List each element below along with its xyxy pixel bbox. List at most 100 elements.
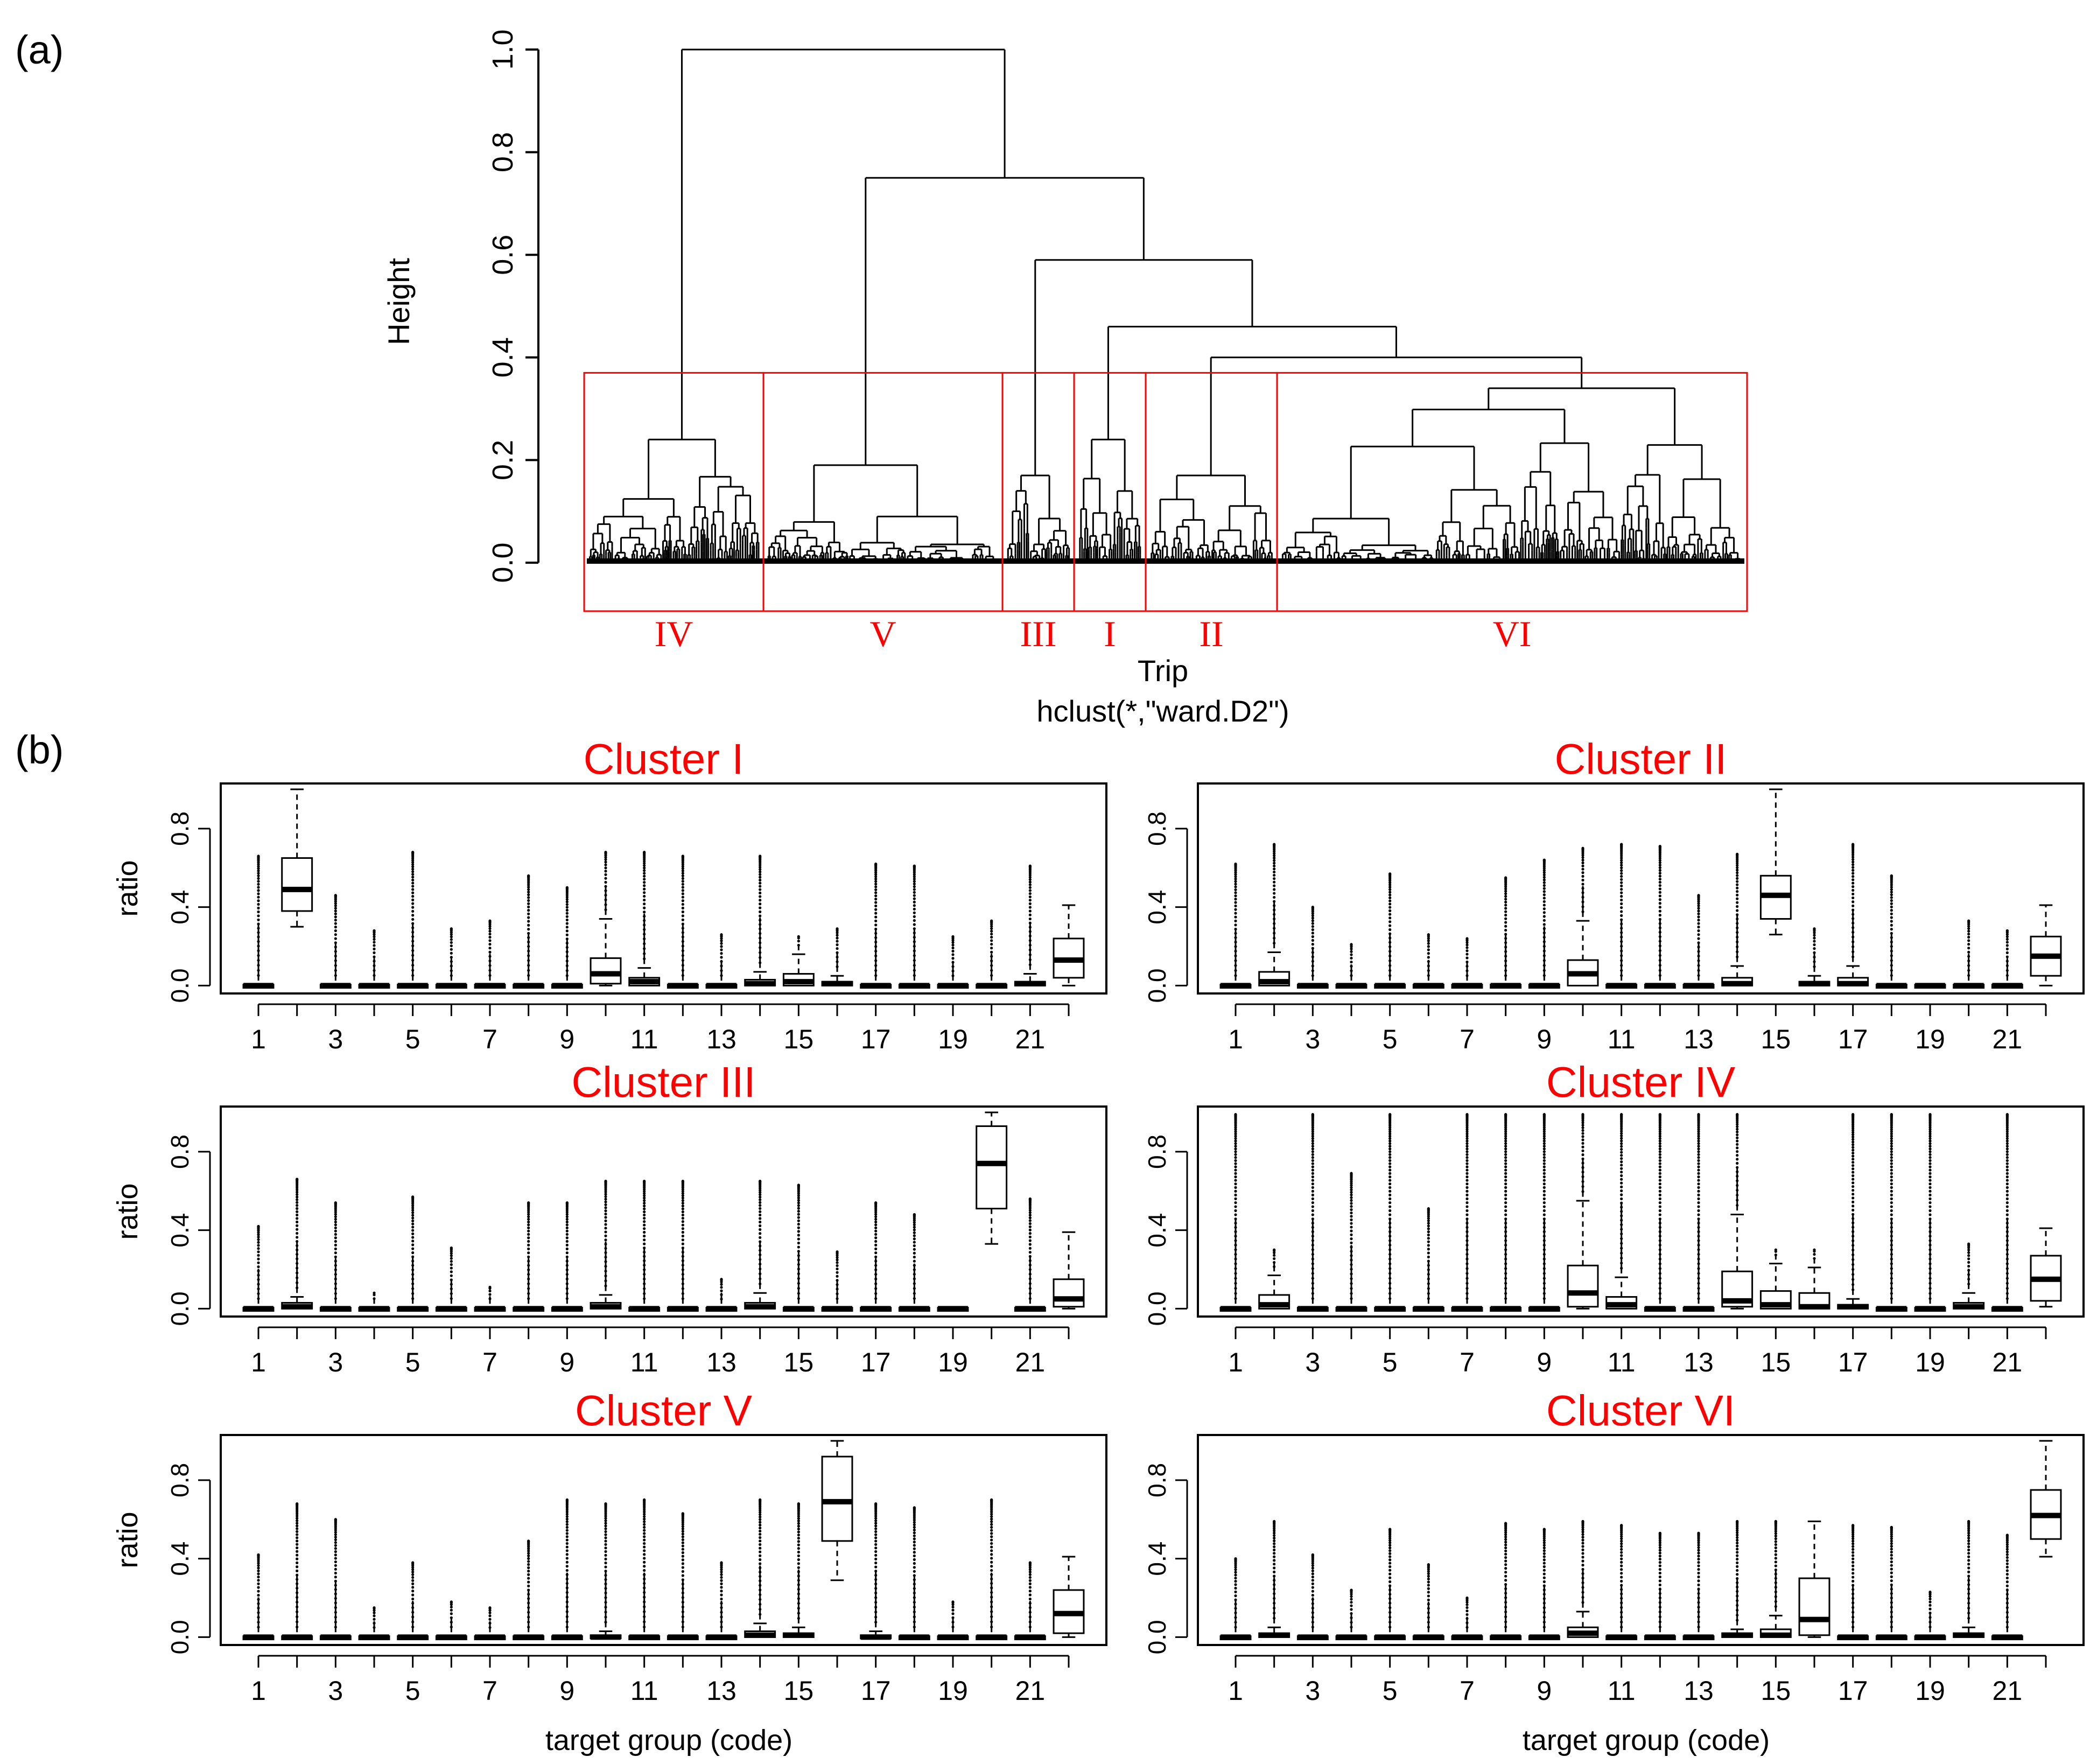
outlier-point: [334, 937, 337, 940]
outlier-point: [759, 1201, 762, 1204]
outlier-point: [527, 909, 530, 912]
outlier-point: [334, 1223, 337, 1227]
outlier-point: [1890, 902, 1893, 905]
outlier-point: [334, 922, 337, 925]
outlier-point: [1967, 1261, 1970, 1264]
outlier-point: [643, 1223, 646, 1227]
outlier-point: [257, 906, 260, 909]
outlier-point: [1311, 1168, 1314, 1172]
outlier-point: [257, 1564, 260, 1567]
outlier-point: [1504, 1130, 1507, 1133]
outlier-point: [1620, 1178, 1623, 1181]
outlier-point: [1388, 1172, 1392, 1175]
outlier-point: [1388, 1147, 1392, 1151]
outlier-point: [681, 1199, 684, 1202]
outlier-point: [2005, 1186, 2009, 1189]
outlier-point: [1658, 1153, 1661, 1156]
x-tick-label: 21: [1015, 1024, 1046, 1054]
outlier-point: [334, 907, 337, 910]
outlier-point: [1504, 1126, 1507, 1129]
outlier-point: [1504, 1159, 1507, 1162]
outlier-point: [1234, 915, 1237, 919]
outlier-point: [411, 1247, 415, 1250]
outlier-point: [1967, 1257, 1970, 1261]
outlier-point: [1388, 899, 1392, 902]
outlier-point: [681, 863, 684, 866]
outlier-point: [411, 918, 415, 921]
outlier-point: [1504, 1128, 1507, 1131]
outlier-point: [1504, 1197, 1507, 1200]
outlier-point: [1234, 1165, 1237, 1168]
outlier-point: [1928, 1193, 1932, 1196]
outlier-point: [1273, 892, 1276, 895]
outlier-point: [2005, 1209, 2009, 1212]
outlier-point: [1658, 1139, 1661, 1143]
outlier-point: [334, 1215, 337, 1219]
outlier-point: [797, 1219, 800, 1222]
x-tick-label: 9: [559, 1347, 574, 1377]
outlier-point: [257, 874, 260, 878]
outlier-point: [759, 881, 762, 885]
outlier-point: [411, 860, 415, 864]
outlier-point: [1273, 888, 1276, 891]
outlier-point: [1658, 1147, 1661, 1151]
outlier-point: [2005, 1150, 2009, 1153]
outlier-point: [874, 898, 878, 901]
outlier-point: [759, 1191, 762, 1194]
x-tick-label: 11: [630, 1676, 658, 1706]
outlier-point: [643, 1192, 646, 1195]
outlier-point: [1465, 1197, 1469, 1200]
outlier-point: [1028, 1211, 1032, 1214]
outlier-point: [1311, 1142, 1314, 1145]
outlier-point: [1388, 1156, 1392, 1159]
outlier-point: [488, 947, 492, 950]
outlier-point: [1504, 1137, 1507, 1140]
outlier-point: [334, 1220, 337, 1223]
outlier-point: [1234, 1132, 1237, 1136]
outlier-point: [334, 1541, 337, 1544]
outlier-point: [1427, 1219, 1430, 1222]
outlier-point: [720, 956, 723, 959]
outlier-point: [1967, 1254, 1970, 1257]
outlier-point: [1851, 856, 1855, 859]
outlier-point: [411, 1570, 415, 1573]
outlier-point: [643, 1199, 646, 1202]
outlier-point: [1620, 874, 1623, 878]
outlier-point: [1234, 880, 1237, 883]
outlier-point: [2005, 1147, 2009, 1151]
outlier-point: [1928, 1168, 1932, 1172]
outlier-point: [1658, 872, 1661, 875]
outlier-point: [527, 888, 530, 891]
outlier-point: [1311, 1205, 1314, 1208]
cluster-title: Cluster I: [584, 735, 744, 783]
outlier-point: [1465, 949, 1469, 953]
outlier-point: [1581, 1149, 1584, 1152]
outlier-point: [1620, 1151, 1623, 1154]
outlier-point: [1542, 1147, 1546, 1151]
outlier-point: [1890, 881, 1893, 885]
outlier-point: [334, 1536, 337, 1539]
outlier-point: [1928, 1209, 1932, 1212]
outlier-point: [296, 1231, 299, 1235]
outlier-point: [1620, 895, 1623, 898]
outlier-point: [1427, 942, 1430, 945]
x-tick-label: 17: [1838, 1024, 1868, 1054]
outlier-point: [1890, 1159, 1893, 1162]
outlier-point: [1388, 1139, 1392, 1143]
outlier-point: [1851, 1131, 1855, 1134]
outlier-point: [334, 1213, 337, 1216]
outlier-point: [1028, 1214, 1032, 1217]
outlier-point: [1465, 1182, 1469, 1186]
outlier-point: [681, 877, 684, 880]
y-tick-label: 0.8: [166, 1463, 194, 1497]
outlier-point: [2005, 1182, 2009, 1186]
outlier-point: [604, 1198, 607, 1201]
outlier-point: [1890, 1201, 1893, 1205]
outlier-point: [913, 1251, 916, 1255]
outlier-point: [1697, 1130, 1700, 1133]
outlier-point: [913, 877, 916, 880]
outlier-point: [1658, 1162, 1661, 1165]
outlier-point: [411, 876, 415, 879]
outlier-point: [334, 1530, 337, 1534]
y-tick-label: 0.8: [1143, 1135, 1171, 1169]
